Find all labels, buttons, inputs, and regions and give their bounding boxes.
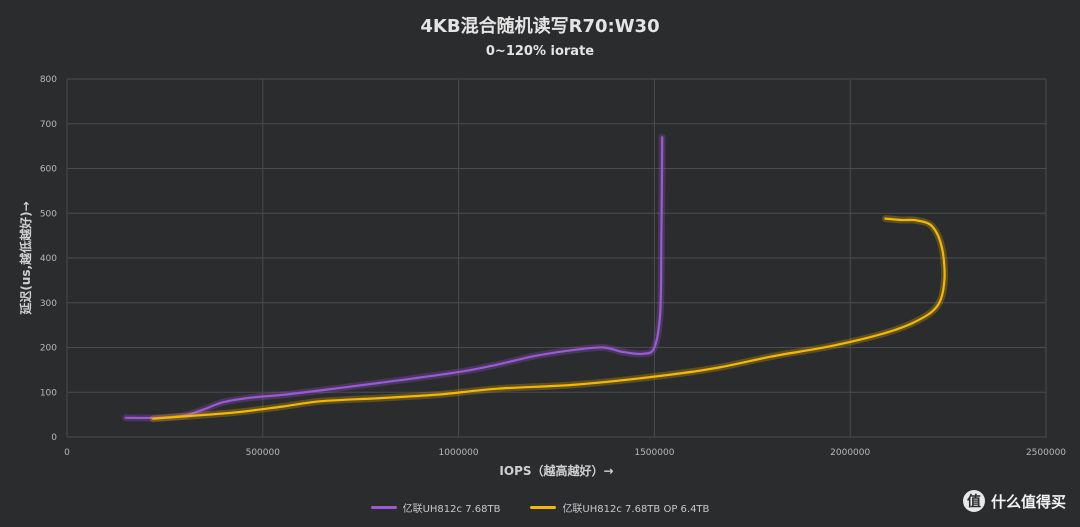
legend: 亿联UH812c 7.68TB 亿联UH812c 7.68TB OP 6.4TB xyxy=(0,500,1080,515)
legend-item-series-1: 亿联UH812c 7.68TB xyxy=(370,500,501,515)
x-tick-label: 500000 xyxy=(246,448,281,458)
y-tick-label: 200 xyxy=(40,344,57,354)
y-axis-label: 延迟(us,越低越好)→ xyxy=(18,201,33,315)
grid-lines xyxy=(66,78,1047,438)
watermark-logo-icon: 值 xyxy=(962,490,985,512)
legend-label: 亿联UH812c 7.68TB xyxy=(402,504,501,515)
series-line-2 xyxy=(152,217,946,420)
series-line-1 xyxy=(124,136,664,420)
legend-label: 亿联UH812c 7.68TB OP 6.4TB xyxy=(562,504,710,515)
x-tick-label: 1000000 xyxy=(439,448,479,458)
y-tick-label: 800 xyxy=(40,75,57,85)
y-tick-label: 700 xyxy=(40,120,57,130)
y-tick-label: 600 xyxy=(40,165,57,175)
legend-swatch xyxy=(530,506,557,509)
series-glow-2 xyxy=(149,215,949,423)
x-tick-label: 0 xyxy=(64,448,70,458)
y-axis-ticks: 0 100 200 300 400 500 600 700 800 xyxy=(40,75,57,443)
y-tick-label: 400 xyxy=(40,254,57,264)
x-tick-label: 1500000 xyxy=(634,448,674,458)
x-axis-label: IOPS（越高越好）→ xyxy=(499,463,613,478)
series-lines xyxy=(122,133,949,423)
y-tick-label: 0 xyxy=(51,433,57,443)
x-tick-label: 2000000 xyxy=(830,448,870,458)
chart-subtitle: 0~120% iorate xyxy=(485,44,595,59)
y-tick-label: 300 xyxy=(40,299,57,309)
watermark-text: 什么值得买 xyxy=(990,492,1066,511)
y-tick-label: 100 xyxy=(40,388,57,398)
y-tick-label: 500 xyxy=(40,209,57,219)
x-tick-label: 2500000 xyxy=(1026,448,1066,458)
series-glow-1 xyxy=(122,133,666,422)
legend-swatch xyxy=(370,506,397,509)
legend-item-series-2: 亿联UH812c 7.68TB OP 6.4TB xyxy=(530,500,709,515)
watermark: 值 什么值得买 xyxy=(962,490,1066,512)
x-axis-ticks: 0 500000 1000000 1500000 2000000 2500000 xyxy=(64,448,1066,458)
chart-title: 4KB混合随机读写R70:W30 xyxy=(420,16,660,37)
